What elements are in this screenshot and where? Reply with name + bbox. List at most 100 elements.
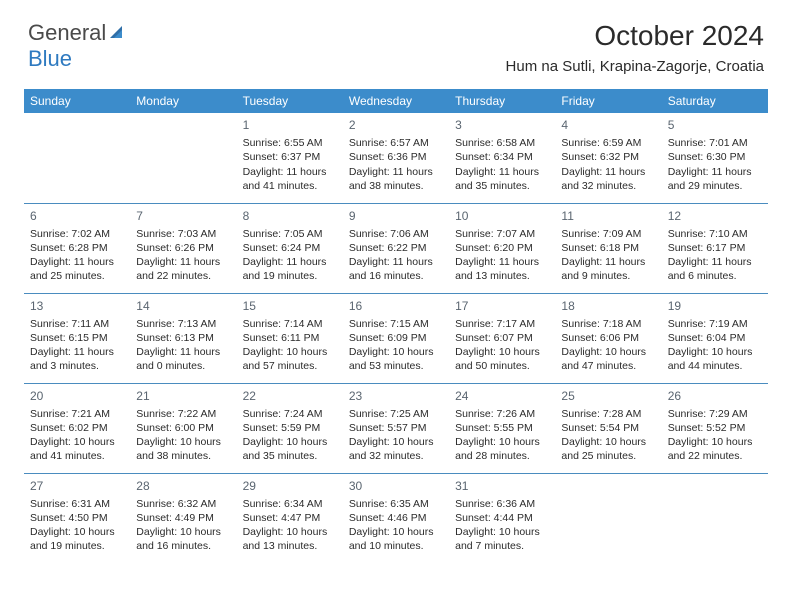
calendar-cell: 8 Sunrise: 7:05 AM Sunset: 6:24 PM Daylig… <box>237 203 343 293</box>
day-number: 28 <box>136 478 230 494</box>
day-info: Sunrise: 7:07 AM Sunset: 6:20 PM Dayligh… <box>455 227 549 284</box>
day-info: Sunrise: 7:02 AM Sunset: 6:28 PM Dayligh… <box>30 227 124 284</box>
day-info: Sunrise: 6:58 AM Sunset: 6:34 PM Dayligh… <box>455 136 549 193</box>
day-number: 16 <box>349 298 443 314</box>
weekday-header: Monday <box>130 89 236 113</box>
calendar-cell: 22 Sunrise: 7:24 AM Sunset: 5:59 PM Dayli… <box>237 383 343 473</box>
day-number: 21 <box>136 388 230 404</box>
day-info: Sunrise: 6:31 AM Sunset: 4:50 PM Dayligh… <box>30 497 124 554</box>
header: General Blue October 2024 Hum na Sutli, … <box>0 0 792 81</box>
day-info: Sunrise: 6:55 AM Sunset: 6:37 PM Dayligh… <box>243 136 337 193</box>
calendar-cell: 17Sunrise: 7:17 AM Sunset: 6:07 PM Dayli… <box>449 293 555 383</box>
day-info: Sunrise: 7:14 AM Sunset: 6:11 PM Dayligh… <box>243 317 337 374</box>
day-number: 26 <box>668 388 762 404</box>
weekday-row: SundayMondayTuesdayWednesdayThursdayFrid… <box>24 89 768 113</box>
day-number: 13 <box>30 298 124 314</box>
day-info: Sunrise: 7:15 AM Sunset: 6:09 PM Dayligh… <box>349 317 443 374</box>
calendar-cell <box>24 113 130 203</box>
calendar-cell <box>662 473 768 563</box>
day-info: Sunrise: 7:24 AM Sunset: 5:59 PM Dayligh… <box>243 407 337 464</box>
day-info: Sunrise: 7:28 AM Sunset: 5:54 PM Dayligh… <box>561 407 655 464</box>
calendar-cell: 26 Sunrise: 7:29 AM Sunset: 5:52 PM Dayli… <box>662 383 768 473</box>
day-info: Sunrise: 6:59 AM Sunset: 6:32 PM Dayligh… <box>561 136 655 193</box>
page-title: October 2024 <box>506 20 764 52</box>
calendar-cell: 3Sunrise: 6:58 AM Sunset: 6:34 PM Daylig… <box>449 113 555 203</box>
calendar-row: 6Sunrise: 7:02 AM Sunset: 6:28 PM Daylig… <box>24 203 768 293</box>
calendar-row: 20Sunrise: 7:21 AM Sunset: 6:02 PM Dayli… <box>24 383 768 473</box>
day-number: 15 <box>243 298 337 314</box>
location-label: Hum na Sutli, Krapina-Zagorje, Croatia <box>506 58 764 75</box>
day-number: 5 <box>668 117 762 133</box>
day-number: 25 <box>561 388 655 404</box>
calendar-cell: 25 Sunrise: 7:28 AM Sunset: 5:54 PM Dayli… <box>555 383 661 473</box>
day-number: 2 <box>349 117 443 133</box>
day-info: Sunrise: 6:57 AM Sunset: 6:36 PM Dayligh… <box>349 136 443 193</box>
calendar-cell: 19Sunrise: 7:19 AM Sunset: 6:04 PM Dayli… <box>662 293 768 383</box>
day-info: Sunrise: 6:34 AM Sunset: 4:47 PM Dayligh… <box>243 497 337 554</box>
day-info: Sunrise: 7:17 AM Sunset: 6:07 PM Dayligh… <box>455 317 549 374</box>
day-info: Sunrise: 7:22 AM Sunset: 6:00 PM Dayligh… <box>136 407 230 464</box>
day-info: Sunrise: 7:10 AM Sunset: 6:17 PM Dayligh… <box>668 227 762 284</box>
day-info: Sunrise: 7:01 AM Sunset: 6:30 PM Dayligh… <box>668 136 762 193</box>
calendar-cell <box>130 113 236 203</box>
calendar-cell: 29 Sunrise: 6:34 AM Sunset: 4:47 PM Dayli… <box>237 473 343 563</box>
calendar-body: 1Sunrise: 6:55 AM Sunset: 6:37 PM Daylig… <box>24 113 768 563</box>
day-info: Sunrise: 7:11 AM Sunset: 6:15 PM Dayligh… <box>30 317 124 374</box>
weekday-header: Sunday <box>24 89 130 113</box>
calendar-cell: 21 Sunrise: 7:22 AM Sunset: 6:00 PM Dayli… <box>130 383 236 473</box>
calendar-row: 1Sunrise: 6:55 AM Sunset: 6:37 PM Daylig… <box>24 113 768 203</box>
weekday-header: Saturday <box>662 89 768 113</box>
calendar-cell: 30 Sunrise: 6:35 AM Sunset: 4:46 PM Dayli… <box>343 473 449 563</box>
day-info: Sunrise: 6:32 AM Sunset: 4:49 PM Dayligh… <box>136 497 230 554</box>
calendar-cell: 15 Sunrise: 7:14 AM Sunset: 6:11 PM Dayli… <box>237 293 343 383</box>
day-number: 14 <box>136 298 230 314</box>
day-number: 18 <box>561 298 655 314</box>
logo-word-1: General <box>28 20 106 45</box>
day-info: Sunrise: 7:26 AM Sunset: 5:55 PM Dayligh… <box>455 407 549 464</box>
calendar-cell <box>555 473 661 563</box>
calendar-cell: 18 Sunrise: 7:18 AM Sunset: 6:06 PM Dayli… <box>555 293 661 383</box>
calendar-cell: 28 Sunrise: 6:32 AM Sunset: 4:49 PM Dayli… <box>130 473 236 563</box>
day-info: Sunrise: 7:25 AM Sunset: 5:57 PM Dayligh… <box>349 407 443 464</box>
weekday-header: Thursday <box>449 89 555 113</box>
day-info: Sunrise: 6:36 AM Sunset: 4:44 PM Dayligh… <box>455 497 549 554</box>
day-number: 7 <box>136 208 230 224</box>
day-info: Sunrise: 6:35 AM Sunset: 4:46 PM Dayligh… <box>349 497 443 554</box>
day-number: 8 <box>243 208 337 224</box>
day-info: Sunrise: 7:21 AM Sunset: 6:02 PM Dayligh… <box>30 407 124 464</box>
day-number: 11 <box>561 208 655 224</box>
calendar-cell: 7 Sunrise: 7:03 AM Sunset: 6:26 PM Daylig… <box>130 203 236 293</box>
calendar-cell: 13 Sunrise: 7:11 AM Sunset: 6:15 PM Dayli… <box>24 293 130 383</box>
day-info: Sunrise: 7:13 AM Sunset: 6:13 PM Dayligh… <box>136 317 230 374</box>
day-number: 10 <box>455 208 549 224</box>
calendar-cell: 10 Sunrise: 7:07 AM Sunset: 6:20 PM Dayli… <box>449 203 555 293</box>
calendar-cell: 9 Sunrise: 7:06 AM Sunset: 6:22 PM Daylig… <box>343 203 449 293</box>
logo: General Blue <box>28 20 126 72</box>
day-number: 30 <box>349 478 443 494</box>
day-info: Sunrise: 7:18 AM Sunset: 6:06 PM Dayligh… <box>561 317 655 374</box>
calendar-cell: 14 Sunrise: 7:13 AM Sunset: 6:13 PM Dayli… <box>130 293 236 383</box>
day-info: Sunrise: 7:29 AM Sunset: 5:52 PM Dayligh… <box>668 407 762 464</box>
calendar-cell: 31Sunrise: 6:36 AM Sunset: 4:44 PM Dayli… <box>449 473 555 563</box>
day-info: Sunrise: 7:05 AM Sunset: 6:24 PM Dayligh… <box>243 227 337 284</box>
day-info: Sunrise: 7:03 AM Sunset: 6:26 PM Dayligh… <box>136 227 230 284</box>
day-number: 19 <box>668 298 762 314</box>
weekday-header: Wednesday <box>343 89 449 113</box>
calendar-row: 27 Sunrise: 6:31 AM Sunset: 4:50 PM Dayli… <box>24 473 768 563</box>
title-area: October 2024 Hum na Sutli, Krapina-Zagor… <box>506 20 764 75</box>
day-info: Sunrise: 7:06 AM Sunset: 6:22 PM Dayligh… <box>349 227 443 284</box>
day-number: 22 <box>243 388 337 404</box>
calendar-cell: 2 Sunrise: 6:57 AM Sunset: 6:36 PM Daylig… <box>343 113 449 203</box>
day-number: 29 <box>243 478 337 494</box>
calendar-cell: 4 Sunrise: 6:59 AM Sunset: 6:32 PM Daylig… <box>555 113 661 203</box>
logo-word-2: Blue <box>28 46 72 71</box>
weekday-header: Tuesday <box>237 89 343 113</box>
calendar-cell: 1Sunrise: 6:55 AM Sunset: 6:37 PM Daylig… <box>237 113 343 203</box>
calendar-cell: 6Sunrise: 7:02 AM Sunset: 6:28 PM Daylig… <box>24 203 130 293</box>
day-number: 27 <box>30 478 124 494</box>
calendar-cell: 12Sunrise: 7:10 AM Sunset: 6:17 PM Dayli… <box>662 203 768 293</box>
calendar-cell: 16 Sunrise: 7:15 AM Sunset: 6:09 PM Dayli… <box>343 293 449 383</box>
sail-icon <box>108 20 126 45</box>
day-number: 4 <box>561 117 655 133</box>
day-number: 9 <box>349 208 443 224</box>
